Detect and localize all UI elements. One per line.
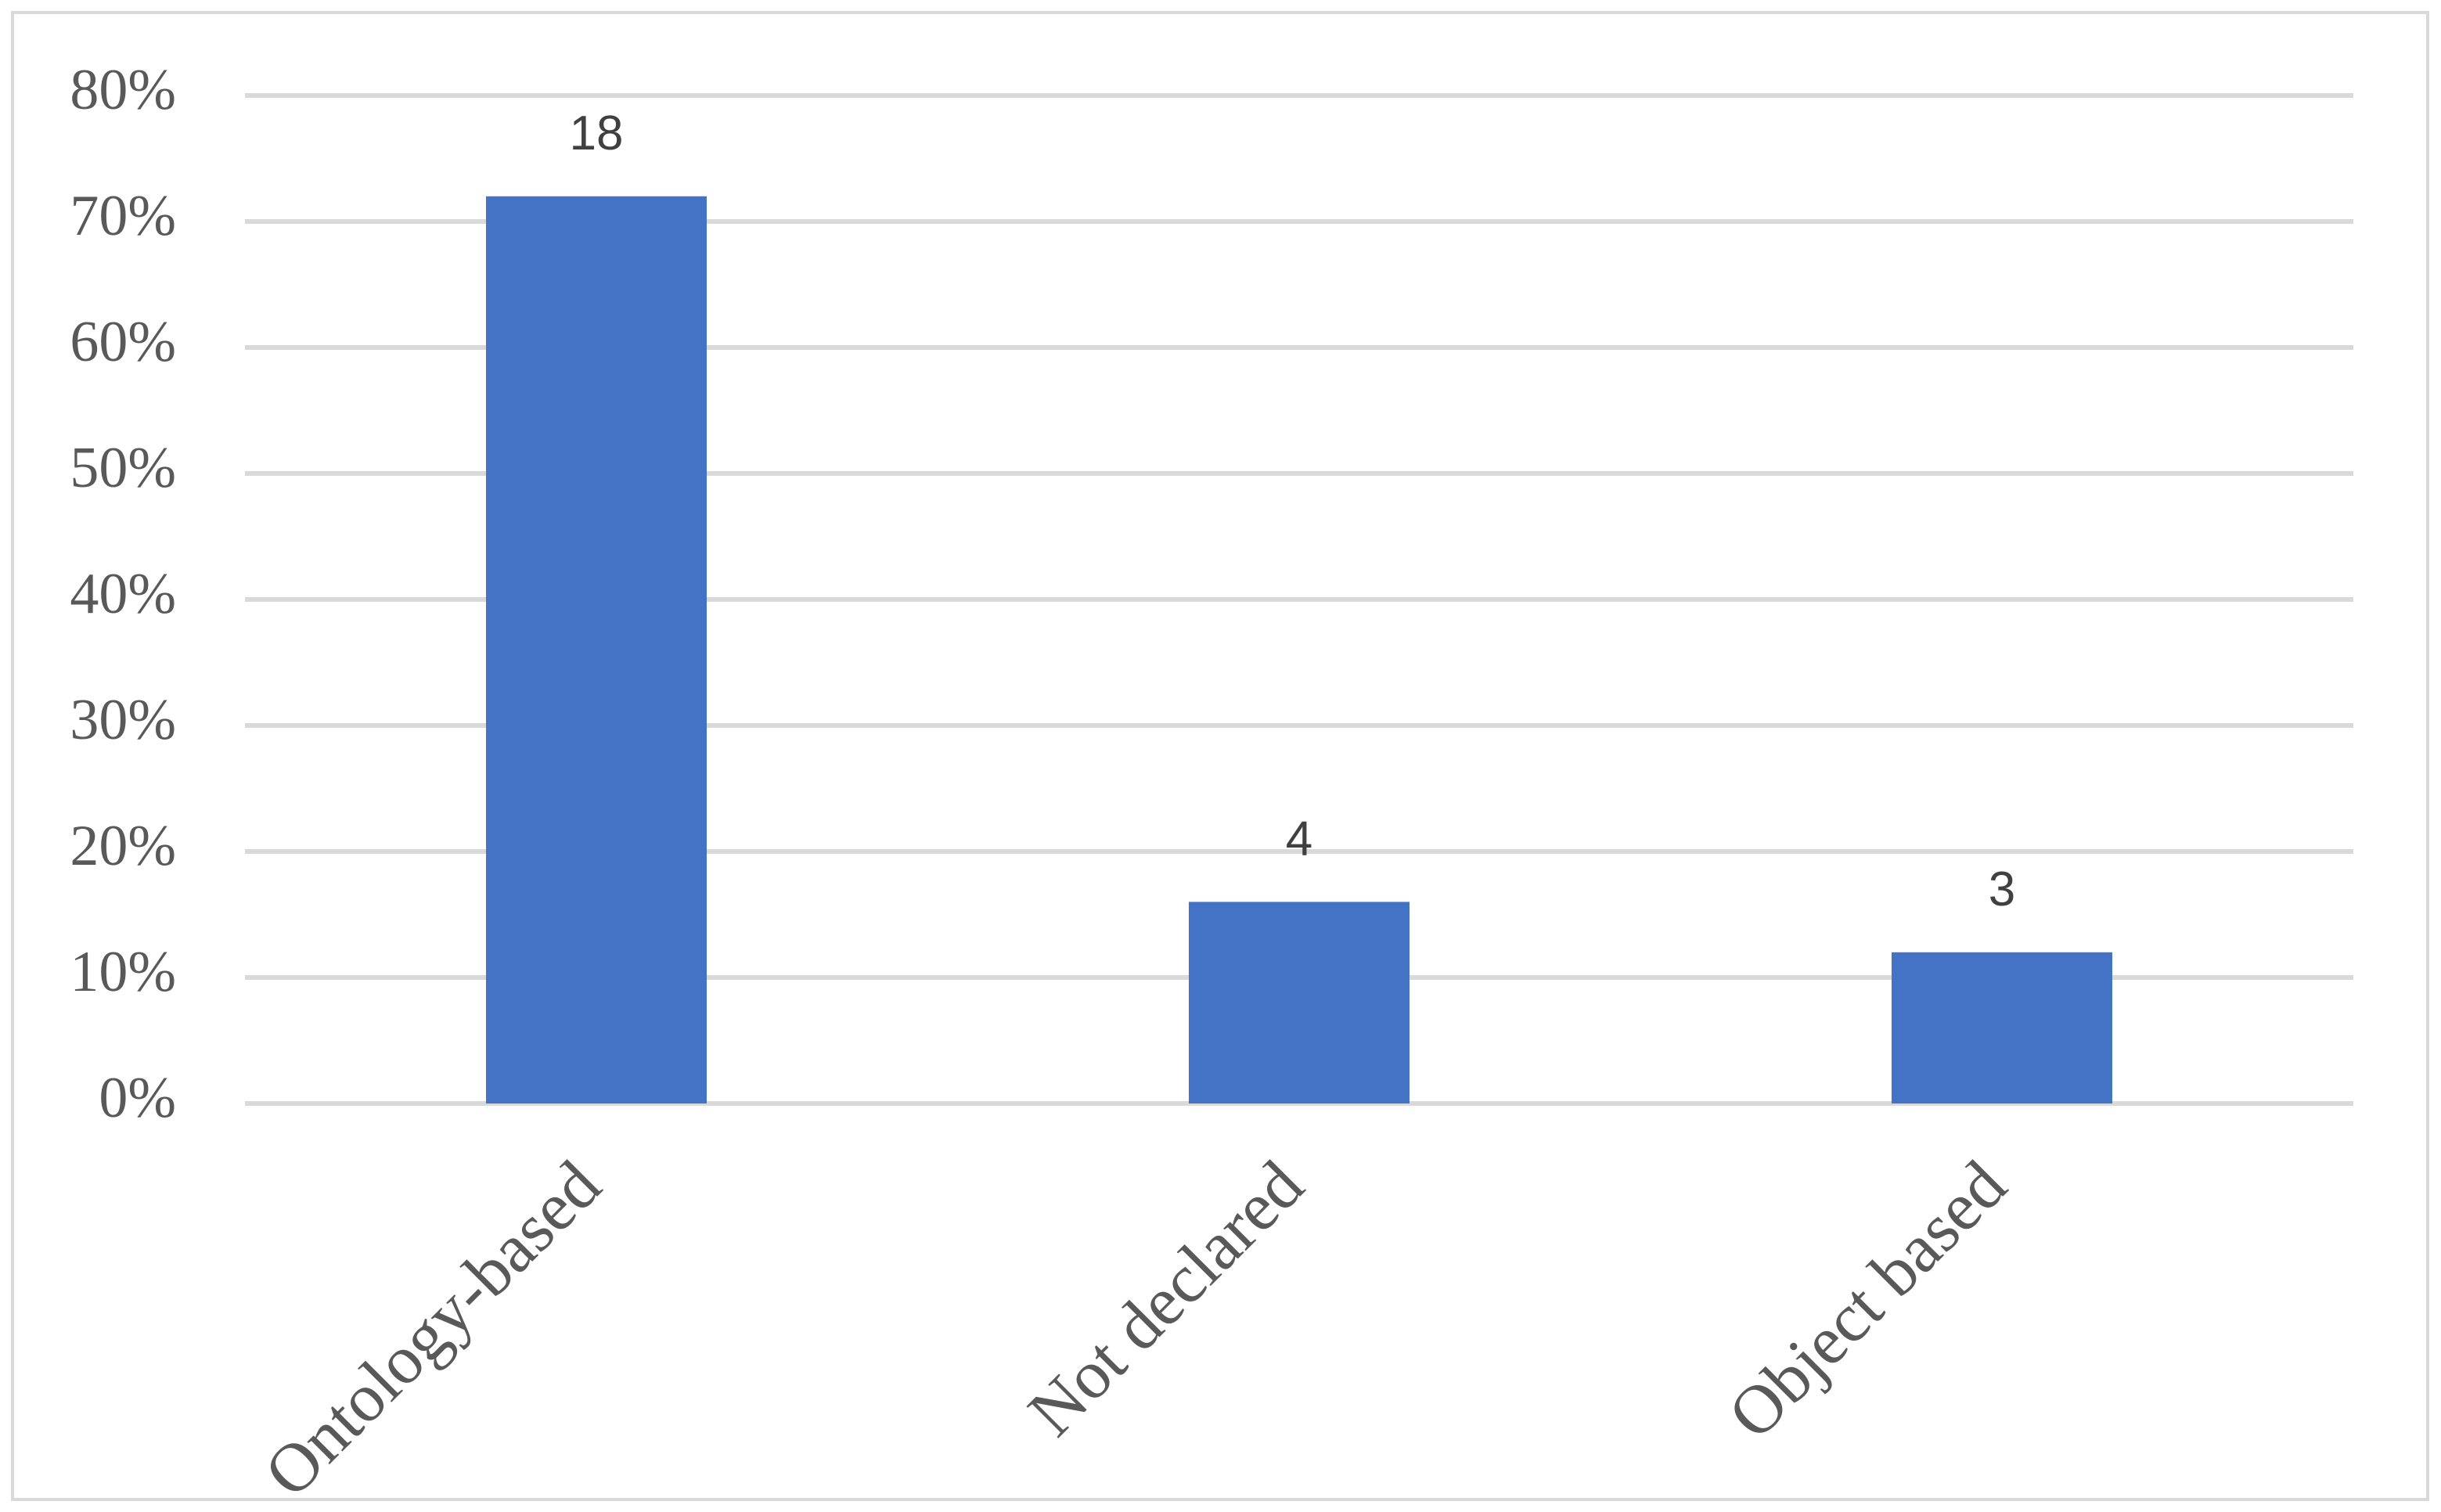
y-tick-label: 10% — [70, 940, 176, 1004]
bar — [1189, 902, 1410, 1103]
data-label: 3 — [1989, 862, 2015, 916]
y-tick-label: 40% — [70, 562, 176, 626]
x-tick-label: Not declared — [1014, 1147, 1318, 1451]
y-tick-label: 60% — [70, 310, 176, 374]
y-tick-label: 50% — [70, 436, 176, 500]
y-tick-label: 0% — [99, 1066, 176, 1130]
y-tick-label: 20% — [70, 814, 176, 878]
bar — [1892, 952, 2112, 1103]
y-tick-label: 30% — [70, 688, 176, 752]
data-label: 4 — [1286, 812, 1312, 866]
y-tick-label: 80% — [70, 58, 176, 122]
data-label: 18 — [570, 106, 624, 160]
x-tick-label: Object based — [1714, 1147, 2021, 1454]
chart-border — [11, 11, 2429, 1501]
bar — [486, 196, 707, 1103]
y-tick-label: 70% — [70, 184, 176, 248]
x-tick-label: Ontology-based — [250, 1147, 615, 1512]
